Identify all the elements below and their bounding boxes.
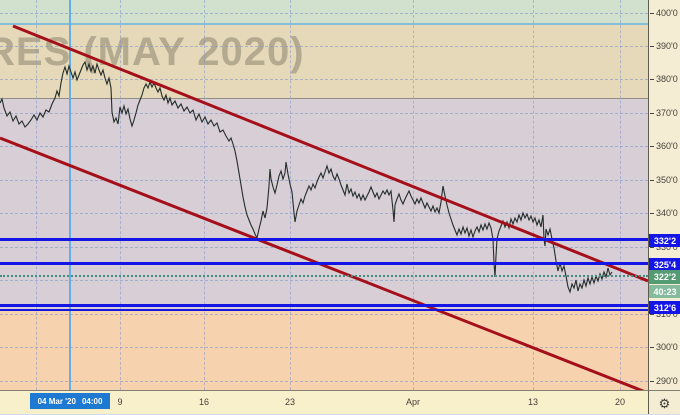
price-tick-label: 380'0 (656, 74, 678, 84)
price-tick-label: 300'0 (656, 342, 678, 352)
h-gridline (0, 13, 648, 14)
time-cursor-time: 04:00 (81, 396, 103, 406)
time-cursor-date: 04 Mar '20 (37, 396, 76, 406)
price-tick-390'0: 390'0 (650, 41, 678, 51)
h-gridline (0, 180, 648, 181)
h-gridline (0, 46, 648, 47)
last-price-badge: 322'2 (649, 270, 680, 284)
time-tick-9: 9 (117, 397, 123, 407)
price-tick-dash (650, 145, 654, 147)
chart-canvas[interactable]: RES (MAY 2020) (0, 0, 648, 390)
price-tick-label: 350'0 (656, 175, 678, 185)
price-tick-380'0: 380'0 (650, 74, 678, 84)
price-tick-400'0: 400'0 (650, 8, 678, 18)
price-tick-label: 310'0 (656, 309, 678, 319)
h-gridline (0, 113, 648, 114)
time-cursor-badge: 04 Mar '20 04:00 (30, 393, 110, 409)
price-tick-dash (650, 212, 654, 214)
bar-countdown-badge: 40:23 (649, 285, 680, 298)
time-tick-16: 16 (198, 397, 210, 407)
time-tick-20: 20 (614, 397, 626, 407)
price-level-badge-325'4: 325'4 (649, 258, 680, 271)
h-gridline (0, 314, 648, 315)
h-gridline (0, 381, 648, 382)
vertical-time-line[interactable] (69, 0, 71, 390)
price-tick-dash (650, 380, 654, 382)
horizontal-level-line-332'2[interactable] (0, 238, 648, 241)
v-gridline (620, 0, 621, 390)
background-band-0 (0, 0, 648, 24)
time-tick-13: 13 (527, 397, 539, 407)
price-tick-370'0: 370'0 (650, 108, 678, 118)
price-tick-300'0: 300'0 (650, 342, 678, 352)
h-gridline (0, 146, 648, 147)
price-tick-label: 340'0 (656, 208, 678, 218)
price-axis[interactable]: 400'0 390'0 380'0 370'0 360'0 350'0 340'0 330'0… (648, 0, 680, 390)
price-tick-label: 290'0 (656, 376, 678, 386)
horizontal-level-line-312'6[interactable] (0, 304, 648, 307)
contract-watermark: RES (MAY 2020) (0, 30, 305, 74)
settings-gear-icon[interactable]: ⚙ (658, 395, 671, 411)
price-tick-dash (650, 246, 654, 248)
last-price-line-322'2[interactable] (0, 275, 648, 277)
v-gridline (290, 0, 291, 390)
axis-settings-corner: ⚙ (648, 390, 680, 415)
price-tick-dash (650, 179, 654, 181)
price-tick-360'0: 360'0 (650, 141, 678, 151)
h-gridline (0, 213, 648, 214)
price-tick-340'0: 340'0 (650, 208, 678, 218)
time-tick-Apr: Apr (405, 397, 421, 407)
price-tick-310'0: 310'0 (650, 309, 678, 319)
time-tick-23: 23 (284, 397, 296, 407)
h-gridline (0, 347, 648, 348)
price-series-svg (0, 24, 648, 390)
price-tick-350'0: 350'0 (650, 175, 678, 185)
price-level-badge-312'6: 312'6 (649, 301, 680, 314)
v-gridline (204, 0, 205, 390)
price-tick-330'0: 330'0 (650, 242, 678, 252)
horizontal-level-line-312'6b[interactable] (0, 309, 648, 311)
background-band-2 (0, 98, 648, 310)
price-tick-label: 370'0 (656, 108, 678, 118)
v-gridline (413, 0, 414, 390)
price-series (0, 60, 613, 294)
price-tick-label: 400'0 (656, 8, 678, 18)
price-tick-dash (650, 313, 654, 315)
h-gridline (0, 79, 648, 80)
h-gridline (0, 280, 648, 281)
h-gridline (0, 247, 648, 248)
trend-channel-upper-line[interactable] (12, 24, 648, 283)
trend-channel-lower-line[interactable] (0, 136, 648, 390)
price-tick-dash (650, 45, 654, 47)
band-separator-line-top[interactable] (0, 23, 648, 25)
v-gridline (36, 0, 37, 390)
v-gridline (120, 0, 121, 390)
background-band-1 (0, 24, 648, 98)
v-gridline (533, 0, 534, 390)
price-tick-label: 390'0 (656, 41, 678, 51)
price-tick-dash (650, 112, 654, 114)
price-tick-dash (650, 12, 654, 14)
price-tick-label: 360'0 (656, 141, 678, 151)
time-axis[interactable]: 04 Mar '20 04:00 9 16 23 Apr 13 20 (0, 390, 648, 415)
price-level-badge-332'2: 332'2 (649, 234, 680, 247)
price-tick-label: 330'0 (656, 242, 678, 252)
price-tick-dash (650, 78, 654, 80)
price-tick-dash (650, 346, 654, 348)
horizontal-level-line-325'4[interactable] (0, 262, 648, 265)
price-tick-290'0: 290'0 (650, 376, 678, 386)
band-separator-line-mid[interactable] (0, 98, 648, 99)
